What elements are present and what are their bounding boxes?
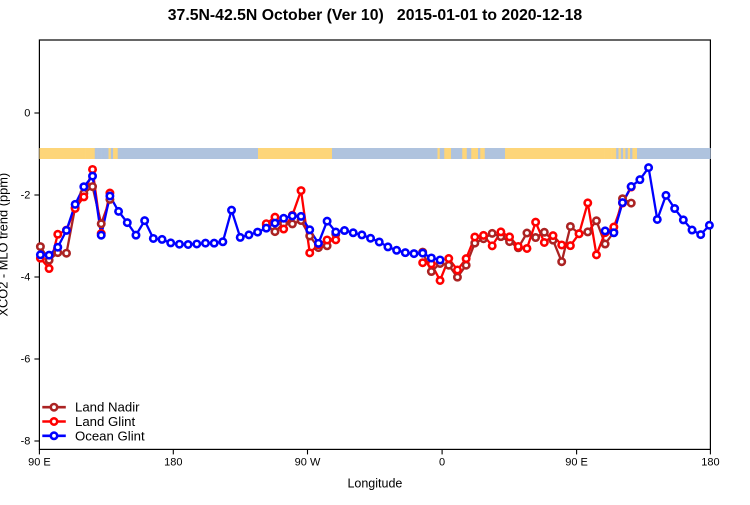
- svg-text:Longitude: Longitude: [347, 476, 402, 490]
- svg-text:90 E: 90 E: [565, 456, 588, 468]
- svg-text:90 E: 90 E: [28, 456, 51, 468]
- svg-text:Land Glint: Land Glint: [75, 414, 135, 429]
- svg-text:Ocean Glint: Ocean Glint: [75, 428, 145, 443]
- svg-text:-2: -2: [21, 190, 31, 202]
- svg-text:-6: -6: [21, 354, 31, 366]
- svg-text:Land Nadir: Land Nadir: [75, 400, 140, 415]
- svg-text:0: 0: [24, 108, 30, 120]
- svg-text:XCO2 - MLO trend (ppm): XCO2 - MLO trend (ppm): [0, 173, 10, 317]
- svg-text:37.5N-42.5N October (Ver 10): 37.5N-42.5N October (Ver 10) 2015-01-01 …: [168, 7, 583, 24]
- svg-text:-4: -4: [21, 272, 31, 284]
- svg-text:-8: -8: [21, 436, 31, 448]
- svg-text:180: 180: [164, 456, 182, 468]
- svg-text:180: 180: [701, 456, 719, 468]
- svg-text:90 W: 90 W: [295, 456, 321, 468]
- svg-text:0: 0: [439, 456, 445, 468]
